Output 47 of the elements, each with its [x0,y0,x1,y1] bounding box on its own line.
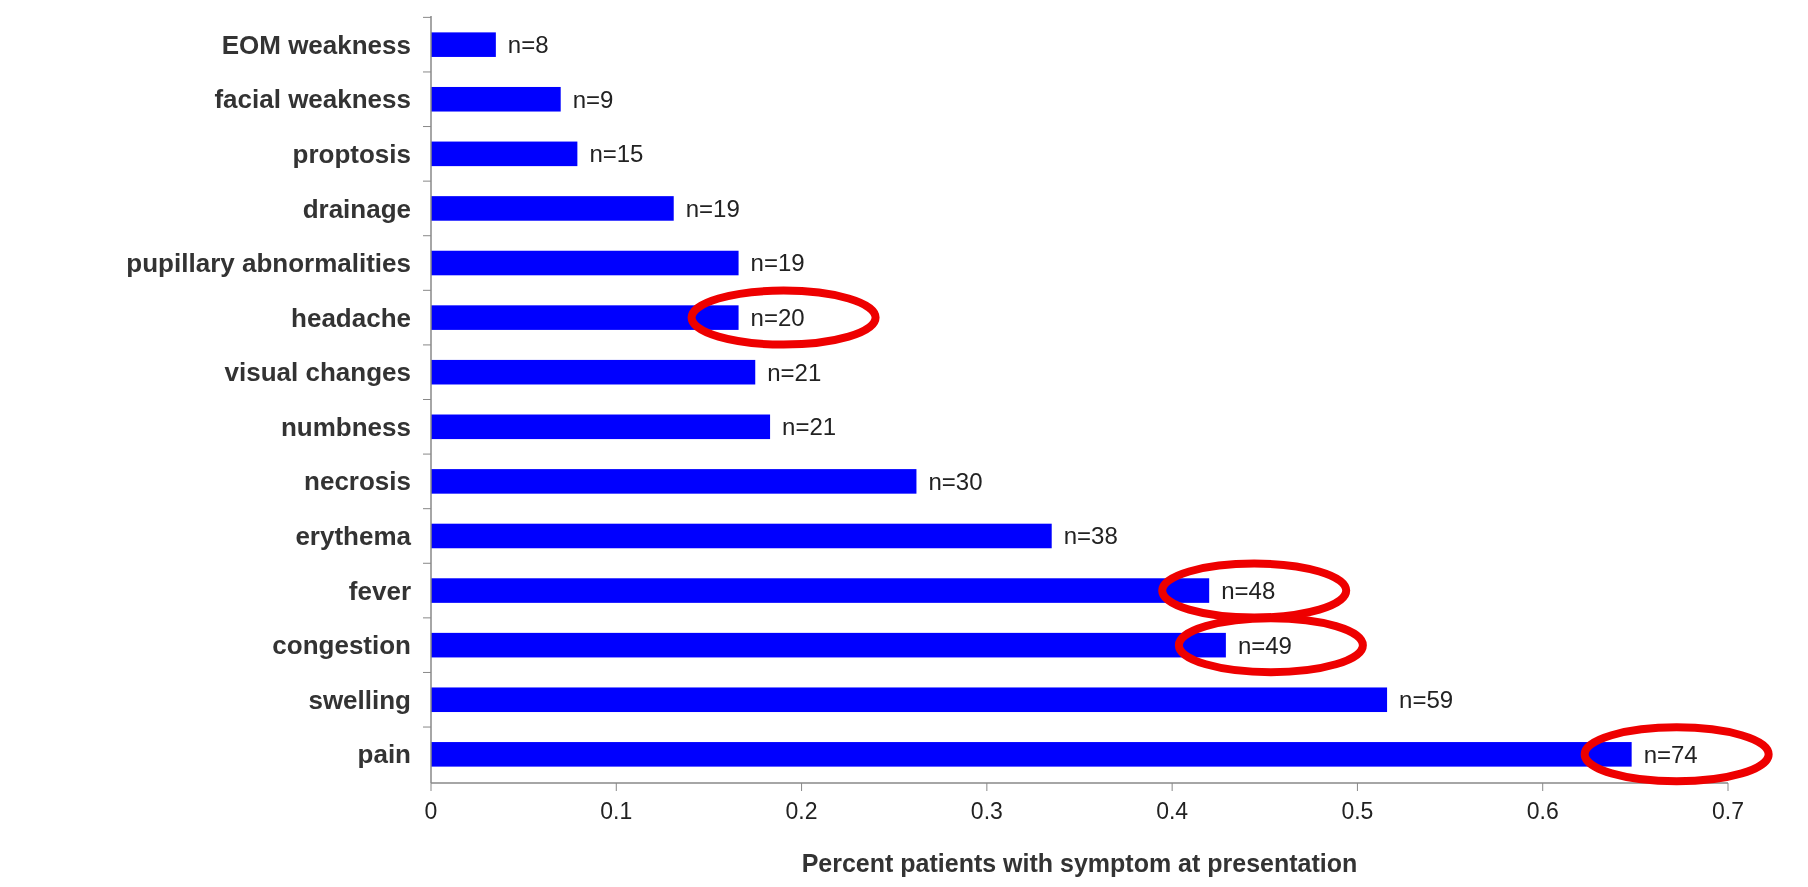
bar [431,141,578,167]
x-tick-label: 0.3 [970,798,1003,824]
bar [431,32,496,57]
bar [431,86,561,112]
y-tick-label: pupillary abnormalities [126,248,411,279]
bar [431,359,756,385]
annotation: n=38 [1063,522,1118,550]
bar [431,250,739,276]
y-tick-label: fever [348,575,411,606]
x-tick-label: 0.4 [1156,798,1189,824]
annotation: n=19 [750,249,805,277]
annotation: n=21 [782,413,837,441]
y-tick-label: drainage [302,193,411,224]
annotation: n=74 [1643,740,1698,768]
annotation: n=21 [767,358,822,386]
bar [431,414,771,440]
y-tick-label: headache [291,302,411,333]
bar [431,469,917,494]
annotation: n=15 [589,140,644,168]
annotation: n=59 [1399,686,1454,714]
y-tick-label: numbness [280,411,411,442]
annotation: n=48 [1221,576,1276,604]
bar [431,523,1052,549]
x-tick-label: 0.2 [785,798,818,824]
annotation: n=8 [507,31,549,59]
annotation: n=20 [750,304,805,332]
y-tick-label: visual changes [224,357,411,388]
x-tick-label: 0.5 [1341,798,1374,824]
x-tick-label: 0 [424,798,438,824]
y-tick-label: proptosis [292,138,411,169]
annotation: n=30 [928,467,983,495]
x-tick-label: 0.1 [600,798,633,824]
y-tick-label: erythema [295,521,412,552]
y-tick-label: EOM weakness [221,29,411,60]
y-tick-label: facial weakness [214,84,411,115]
y-tick-label: necrosis [304,466,411,497]
y-tick-label: pain [357,739,411,770]
x-tick-label: 0.7 [1712,798,1744,824]
annotation: n=19 [685,194,740,222]
bar [431,196,674,221]
y-tick-label: congestion [272,630,411,661]
y-tick-label: swelling [308,684,411,715]
bar [431,687,1388,713]
x-tick-label: 0.6 [1526,798,1559,824]
x-axis-title: Percent patients with symptom at presentation [801,849,1358,877]
annotation: n=9 [572,85,614,113]
annotation: n=49 [1237,631,1292,659]
